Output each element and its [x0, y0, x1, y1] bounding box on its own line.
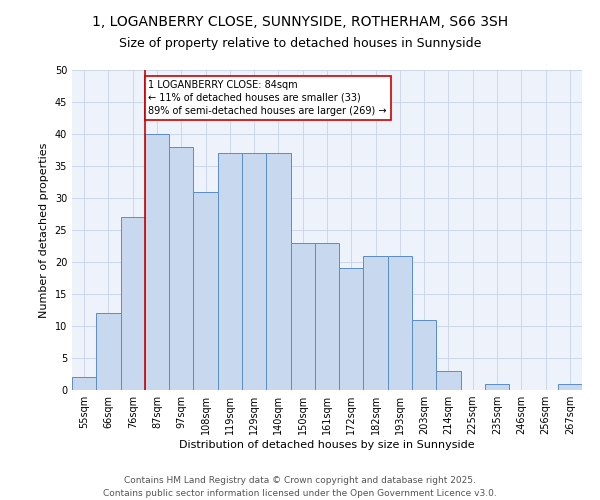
Bar [266, 153, 290, 390]
Bar [339, 268, 364, 390]
Bar [485, 384, 509, 390]
Y-axis label: Number of detached properties: Number of detached properties [39, 142, 49, 318]
Bar [145, 134, 169, 390]
Bar [290, 243, 315, 390]
Bar [169, 147, 193, 390]
Text: Contains HM Land Registry data © Crown copyright and database right 2025.
Contai: Contains HM Land Registry data © Crown c… [103, 476, 497, 498]
Bar [558, 384, 582, 390]
Bar [436, 371, 461, 390]
Bar [412, 320, 436, 390]
Bar [364, 256, 388, 390]
Text: 1 LOGANBERRY CLOSE: 84sqm
← 11% of detached houses are smaller (33)
89% of semi-: 1 LOGANBERRY CLOSE: 84sqm ← 11% of detac… [149, 80, 387, 116]
Bar [242, 153, 266, 390]
Bar [315, 243, 339, 390]
Bar [96, 313, 121, 390]
Bar [72, 377, 96, 390]
Text: Size of property relative to detached houses in Sunnyside: Size of property relative to detached ho… [119, 38, 481, 51]
Text: 1, LOGANBERRY CLOSE, SUNNYSIDE, ROTHERHAM, S66 3SH: 1, LOGANBERRY CLOSE, SUNNYSIDE, ROTHERHA… [92, 15, 508, 29]
Bar [388, 256, 412, 390]
Bar [218, 153, 242, 390]
Bar [121, 217, 145, 390]
X-axis label: Distribution of detached houses by size in Sunnyside: Distribution of detached houses by size … [179, 440, 475, 450]
Bar [193, 192, 218, 390]
